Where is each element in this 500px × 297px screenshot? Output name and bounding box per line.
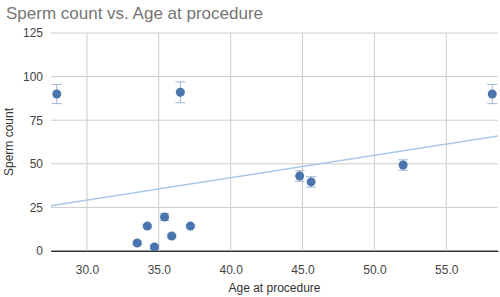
y-tick: 125 [23,26,51,40]
grid-line [446,33,447,251]
x-axis: 30.0 35.0 40.0 45.0 50.0 55.0 [52,251,499,277]
y-tick-label: 100 [23,70,43,84]
y-tick: 100 [23,70,51,84]
y-tick: 0 [36,244,51,258]
y-tick-label: 50 [30,157,44,171]
x-tick: 45.0 [291,251,315,277]
point [52,90,61,99]
point [307,177,316,186]
point [295,172,304,181]
x-tick-label: 40.0 [219,263,243,277]
grid-line [51,120,498,121]
y-tick: 75 [30,114,51,128]
point [160,212,169,221]
marks [51,82,498,251]
error-bar [306,177,316,187]
error-bar-cap [487,103,497,104]
point [150,242,159,251]
x-tick: 30.0 [76,251,100,277]
error-bar [295,171,305,181]
error-bar-cap [398,159,408,160]
y-axis-title: Sperm count [2,107,16,176]
error-bar-cap [295,170,305,171]
error-bar-cap [52,84,62,85]
plot: 30.0 35.0 40.0 45.0 50.0 55.0 0 25 50 75 100 125 [23,26,499,276]
point [176,88,185,97]
error-bar [52,84,62,103]
point [488,90,497,99]
y-tick-label: 0 [36,244,43,258]
error-bar-cap [487,84,497,85]
grid-line [86,33,87,251]
grid-line [51,33,498,34]
x-tick: 55.0 [435,251,459,277]
x-tick-label: 55.0 [435,263,459,277]
grid-line [51,76,498,77]
y-axis: 0 25 50 75 100 125 [23,26,52,258]
x-tick-label: 50.0 [363,263,387,277]
grid-line [302,33,303,251]
x-axis-title: Age at procedure [228,281,320,295]
grid-line [51,251,498,252]
grid-line [230,33,231,251]
chart: 30.0 35.0 40.0 45.0 50.0 55.0 0 25 50 75 100 125 Spe… [0,0,500,297]
x-tick: 35.0 [148,251,172,277]
error-bar [175,82,185,103]
x-tick: 50.0 [363,251,387,277]
error-bar-cap [52,103,62,104]
point [133,238,142,247]
error-bar-cap [306,187,316,188]
grid-line [374,33,375,251]
error-bar [398,160,408,170]
grid [51,33,498,251]
point [399,161,408,170]
error-bar-cap [175,81,185,82]
x-axis-line [52,251,499,252]
grid-line [51,163,498,164]
point [143,222,152,231]
x-tick-label: 35.0 [148,263,172,277]
y-tick: 25 [30,201,51,215]
y-tick: 50 [30,157,51,171]
point [186,222,195,231]
x-tick: 40.0 [219,251,243,277]
y-axis-line [51,34,52,252]
error-bar-cap [306,176,316,177]
y-tick-label: 125 [23,26,43,40]
error-bar-cap [175,102,185,103]
x-tick-label: 45.0 [291,263,315,277]
error-bar-cap [295,181,305,182]
trendline [51,136,498,206]
point [167,232,176,241]
y-tick-label: 75 [30,114,44,128]
error-bar-cap [398,170,408,171]
grid-line [158,33,159,251]
x-tick-label: 30.0 [76,263,100,277]
title: Sperm count vs. Age at procedure [6,4,263,23]
grid-line [51,207,498,208]
y-tick-label: 25 [30,201,44,215]
error-bar [487,84,497,103]
